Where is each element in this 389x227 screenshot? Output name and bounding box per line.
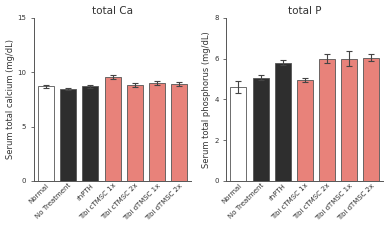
Bar bbox=[275, 63, 291, 181]
Y-axis label: Serum total phosphorus (mg/dL): Serum total phosphorus (mg/dL) bbox=[202, 31, 211, 168]
Bar bbox=[230, 87, 246, 181]
Bar bbox=[127, 85, 143, 181]
Bar bbox=[341, 59, 357, 181]
Title: total P: total P bbox=[288, 5, 322, 16]
Bar bbox=[252, 78, 268, 181]
Bar bbox=[319, 59, 335, 181]
Bar bbox=[60, 89, 76, 181]
Bar bbox=[105, 77, 121, 181]
Bar bbox=[297, 80, 313, 181]
Bar bbox=[363, 57, 379, 181]
Y-axis label: Serum total calcium (mg/dL): Serum total calcium (mg/dL) bbox=[5, 39, 14, 159]
Bar bbox=[149, 83, 165, 181]
Title: total Ca: total Ca bbox=[92, 5, 133, 16]
Bar bbox=[82, 86, 98, 181]
Bar bbox=[38, 86, 54, 181]
Bar bbox=[171, 84, 187, 181]
